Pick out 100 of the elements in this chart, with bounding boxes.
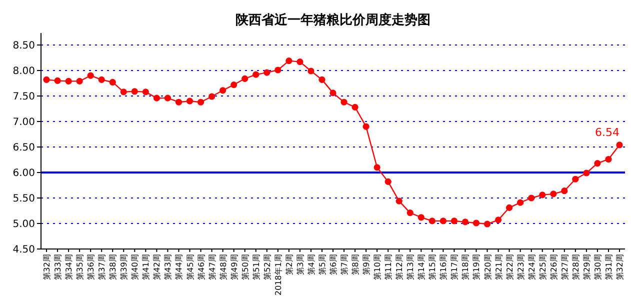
x-tick-label: 第21周 xyxy=(494,254,504,280)
x-tick-label: 第5周 xyxy=(318,254,327,276)
point xyxy=(462,218,469,226)
x-tick-label: 第34周 xyxy=(64,254,74,280)
point xyxy=(286,58,292,64)
x-tick-label: 第13周 xyxy=(406,254,416,280)
point xyxy=(594,160,601,167)
x-tick-label: 第38周 xyxy=(108,254,118,280)
x-tick-label: 第45周 xyxy=(186,254,195,280)
x-tick-label: 第14周 xyxy=(417,254,426,280)
point xyxy=(550,190,557,198)
point xyxy=(572,176,579,182)
x-tick-label: 第22周 xyxy=(505,254,514,280)
x-tick-label: 第17周 xyxy=(450,254,460,280)
x-tick-label: 第10周 xyxy=(373,254,382,280)
x-tick-label: 第32周 xyxy=(42,254,52,280)
point xyxy=(440,218,446,224)
x-tick-label: 第8周 xyxy=(351,254,360,276)
x-tick-label: 第39周 xyxy=(120,254,129,280)
data-label: 6.54 xyxy=(594,126,620,139)
x-tick-label: 第46周 xyxy=(196,254,206,280)
x-tick-label: 第51周 xyxy=(252,254,261,280)
x-tick-label: 第50周 xyxy=(240,254,250,280)
y-tick-label: 5.50 xyxy=(12,194,35,204)
y-tick-label: 8.00 xyxy=(12,66,35,77)
x-tick-label: 第16周 xyxy=(439,254,448,280)
point xyxy=(76,78,83,85)
point xyxy=(340,98,348,106)
x-tick-label: 第24周 xyxy=(527,254,536,280)
x-tick-label: 2018年1周 xyxy=(274,254,283,296)
x-tick-label: 第48周 xyxy=(218,254,228,280)
point xyxy=(330,90,336,96)
x-tick-label: 第26周 xyxy=(549,254,558,280)
point xyxy=(65,78,72,85)
point xyxy=(616,142,623,148)
chart-title: 陕西省近一年猪粮比价周度走势图 xyxy=(236,12,430,28)
x-tick-label: 第7周 xyxy=(340,254,350,276)
point xyxy=(109,78,116,86)
x-tick-label: 第36周 xyxy=(86,254,96,280)
y-tick-label: 7.00 xyxy=(12,117,35,128)
x-tick-label: 第42周 xyxy=(152,254,162,280)
point xyxy=(98,76,105,83)
point xyxy=(264,69,270,76)
x-tick-label: 第12周 xyxy=(395,254,404,280)
x-tick-label: 第49周 xyxy=(230,254,239,280)
point xyxy=(87,72,94,79)
point xyxy=(450,218,458,224)
x-tick-label: 第30周 xyxy=(593,254,602,280)
x-tick-label: 第32周 xyxy=(615,254,624,280)
point xyxy=(539,192,546,198)
y-tick-label: 6.00 xyxy=(12,168,35,179)
point xyxy=(418,214,424,221)
x-tick-label: 第11周 xyxy=(384,254,394,280)
point xyxy=(164,94,172,102)
x-tick-label: 第28周 xyxy=(571,254,580,280)
point xyxy=(186,98,194,104)
point xyxy=(208,93,216,100)
x-tick-label: 第18周 xyxy=(461,254,470,280)
point xyxy=(428,218,436,224)
point xyxy=(318,76,326,83)
y-tick-label: 7.50 xyxy=(12,92,35,102)
point xyxy=(494,216,502,224)
point xyxy=(120,88,127,96)
point xyxy=(220,87,226,94)
x-tick-label: 第41周 xyxy=(142,254,151,280)
x-tick-label: 第35周 xyxy=(76,254,85,280)
point xyxy=(384,178,392,185)
point xyxy=(153,94,160,102)
point xyxy=(142,88,149,96)
point xyxy=(230,81,238,88)
point xyxy=(274,66,282,74)
x-tick-label: 第2周 xyxy=(284,254,294,276)
point xyxy=(396,198,402,204)
x-tick-label: 第4周 xyxy=(306,254,316,276)
point xyxy=(296,58,304,66)
point xyxy=(352,104,358,111)
y-tick-label: 5.00 xyxy=(12,219,35,230)
y-tick-label: 8.50 xyxy=(12,40,35,52)
point xyxy=(484,220,491,228)
x-tick-label: 第44周 xyxy=(174,254,184,280)
x-tick-label: 第52周 xyxy=(262,254,272,280)
point xyxy=(252,71,260,78)
point xyxy=(242,75,248,82)
x-tick-label: 第43周 xyxy=(164,254,173,280)
point xyxy=(605,156,612,163)
x-tick-label: 第31周 xyxy=(604,254,614,280)
point xyxy=(517,199,524,206)
x-tick-label: 第40周 xyxy=(130,254,140,280)
point xyxy=(175,98,182,106)
point xyxy=(362,123,370,130)
x-tick-label: 第19周 xyxy=(472,254,482,280)
x-tick-label: 第6周 xyxy=(329,254,338,276)
x-tick-label: 第37周 xyxy=(98,254,107,280)
point xyxy=(472,220,480,226)
x-tick-label: 第23周 xyxy=(516,254,526,280)
y-tick-label: 6.50 xyxy=(12,142,35,154)
x-tick-label: 第15周 xyxy=(428,254,438,280)
x-tick-label: 第3周 xyxy=(296,254,305,276)
x-tick-label: 第27周 xyxy=(560,254,570,280)
point xyxy=(197,98,204,106)
